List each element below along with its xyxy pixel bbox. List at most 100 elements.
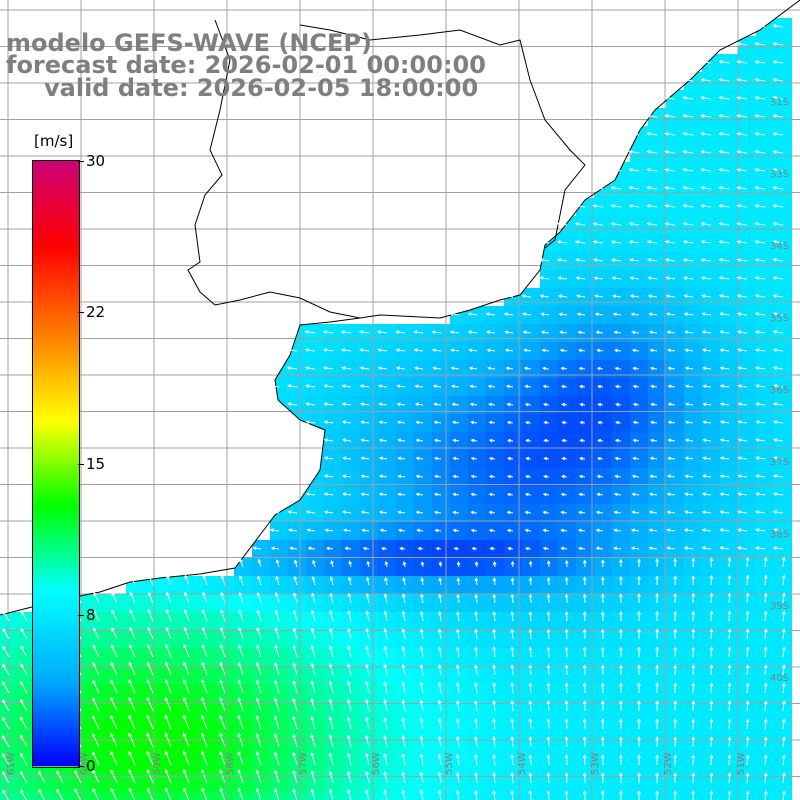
wind-arrow xyxy=(2,771,10,784)
wind-arrow xyxy=(474,628,478,640)
wind-arrow xyxy=(474,789,478,800)
wind-arrow xyxy=(561,420,568,425)
wind-arrow xyxy=(574,222,586,226)
wind-arrow xyxy=(560,528,568,533)
wind-arrow xyxy=(745,628,750,640)
wind-arrow xyxy=(92,715,100,730)
wind-arrow xyxy=(402,577,406,586)
wind-arrow xyxy=(528,682,533,694)
wind-arrow xyxy=(709,557,714,568)
wind-arrow xyxy=(396,420,406,425)
wind-arrow xyxy=(330,560,334,568)
wind-arrow xyxy=(666,474,676,479)
wind-arrow xyxy=(582,593,587,604)
wind-arrow xyxy=(275,559,280,568)
wind-arrow xyxy=(437,646,442,658)
wind-arrow xyxy=(524,402,532,407)
wind-arrow xyxy=(292,662,298,676)
wind-arrow xyxy=(528,664,533,676)
wind-arrow xyxy=(359,348,370,352)
wind-arrow xyxy=(310,662,316,676)
wind-arrow xyxy=(307,546,316,551)
wind-arrow xyxy=(456,610,460,622)
wind-arrow xyxy=(772,78,784,82)
wind-arrow xyxy=(292,769,298,784)
wind-arrow xyxy=(628,204,640,208)
wind-cell xyxy=(180,792,198,800)
wind-arrow xyxy=(542,528,550,533)
wind-arrow xyxy=(745,718,750,730)
wind-arrow xyxy=(488,438,496,443)
wind-arrow xyxy=(701,348,712,353)
wind-arrow xyxy=(564,790,569,800)
wind-arrow xyxy=(709,610,714,622)
wind-arrow xyxy=(664,96,676,100)
wind-arrow xyxy=(433,456,442,461)
wind-arrow xyxy=(438,593,442,604)
wind-arrow xyxy=(709,736,714,748)
wind-arrow xyxy=(673,557,678,568)
wind-arrow xyxy=(455,681,460,694)
wind-arrow xyxy=(401,699,406,712)
wind-arrow xyxy=(594,312,604,317)
wind-arrow xyxy=(183,679,190,694)
wind-arrow xyxy=(673,718,678,730)
wind-arrow xyxy=(255,769,262,784)
wind-arrow xyxy=(164,750,172,766)
wind-arrow xyxy=(474,561,479,568)
wind-arrow xyxy=(754,240,766,244)
wind-arrow xyxy=(559,348,568,353)
wind-arrow xyxy=(655,646,659,658)
wind-arrow xyxy=(20,698,28,712)
wind-arrow xyxy=(433,510,442,515)
wind-arrow xyxy=(755,420,766,424)
wind-arrow xyxy=(614,438,622,443)
wind-arrow xyxy=(772,204,784,208)
wind-arrow xyxy=(719,312,730,316)
wind-arrow xyxy=(437,735,442,748)
wind-arrow xyxy=(323,438,334,442)
wind-arrow xyxy=(310,609,316,622)
wind-arrow xyxy=(772,402,784,406)
wind-arrow xyxy=(237,732,244,748)
wind-arrow xyxy=(2,698,10,712)
wind-arrow xyxy=(543,420,550,425)
wind-arrow xyxy=(718,168,730,172)
wind-arrow xyxy=(510,664,515,676)
wind-arrow xyxy=(540,330,550,335)
wind-arrow xyxy=(700,240,712,244)
wind-arrow xyxy=(328,680,334,694)
wind-arrow xyxy=(691,790,696,800)
wind-arrow xyxy=(328,770,334,784)
wind-arrow xyxy=(682,204,694,208)
wind-arrow xyxy=(673,754,678,766)
wind-arrow xyxy=(270,546,280,551)
wind-arrow xyxy=(782,664,786,676)
wind-arrow xyxy=(365,734,370,748)
wind-arrow xyxy=(709,700,714,712)
wind-arrow xyxy=(737,330,748,334)
wind-arrow xyxy=(727,610,732,622)
colorbar-tick-mark xyxy=(78,614,84,616)
wind-arrow xyxy=(344,546,352,551)
wind-arrow xyxy=(737,528,748,532)
wind-arrow xyxy=(646,204,658,208)
wind-arrow xyxy=(648,330,658,335)
wind-arrow xyxy=(365,770,370,784)
wind-arrow xyxy=(469,384,478,389)
wind-arrow xyxy=(474,646,478,658)
wind-arrow xyxy=(146,696,154,712)
wind-arrow xyxy=(754,258,766,262)
wind-arrow xyxy=(564,718,569,730)
wind-cell xyxy=(342,792,360,800)
wind-arrow xyxy=(492,611,497,622)
wind-arrow xyxy=(360,510,370,515)
wind-arrow xyxy=(666,492,676,497)
wind-arrow xyxy=(737,492,748,496)
wind-arrow xyxy=(401,681,406,694)
wind-arrow xyxy=(268,366,280,370)
wind-arrow xyxy=(397,474,406,479)
wind-arrow xyxy=(650,402,658,407)
wind-arrow xyxy=(341,384,352,388)
wind-arrow xyxy=(378,492,388,497)
